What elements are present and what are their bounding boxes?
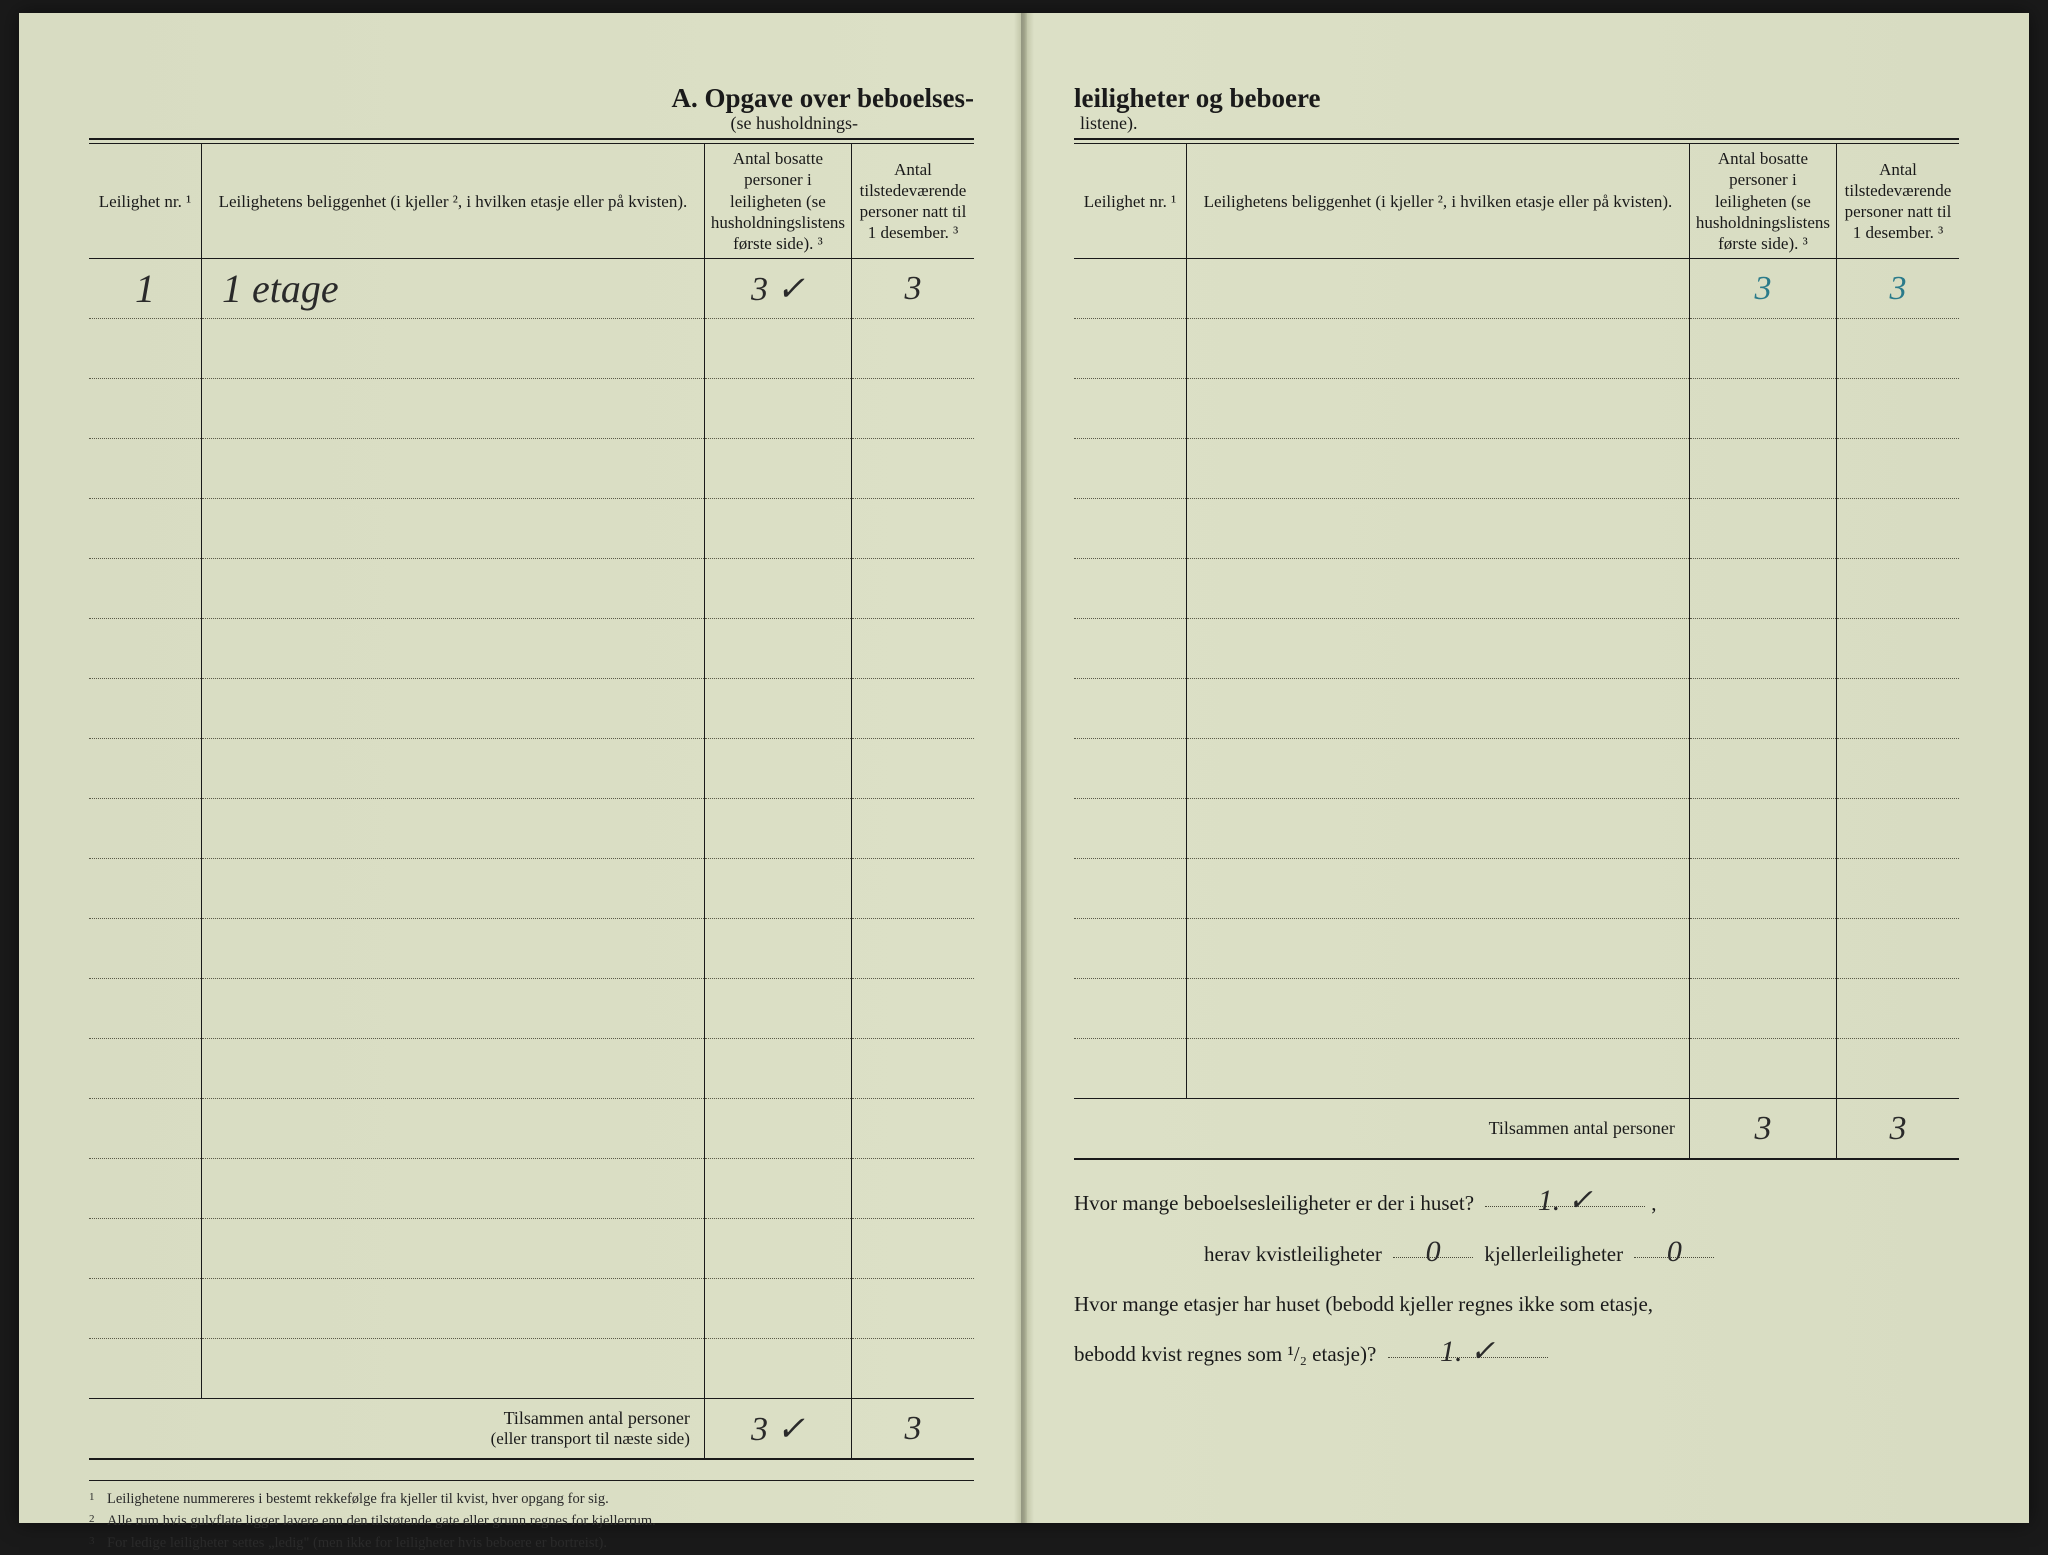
q3-answer: 1. ✓ (1440, 1342, 1495, 1362)
q2b-answer: 0 (1667, 1242, 1682, 1262)
questions-block: Hvor mange beboelsesleiligheter er der i… (1074, 1178, 1959, 1380)
table-row (89, 979, 974, 1039)
table-row (89, 859, 974, 919)
table-row (1074, 679, 1959, 739)
table-row (1074, 559, 1959, 619)
table-row (89, 1219, 974, 1279)
footnote-3: For ledige leiligheter settes „ledig" (m… (107, 1533, 607, 1555)
cell-n1: 3 ✓ (751, 271, 805, 308)
q1-answer: 1. ✓ (1538, 1191, 1593, 1211)
table-row (89, 739, 974, 799)
table-row (1074, 499, 1959, 559)
cell-n1: 3 (1754, 270, 1771, 307)
q1-text: Hvor mange beboelsesleiligheter er der i… (1074, 1191, 1474, 1215)
footnote-2: Alle rum hvis gulvflate ligger lavere en… (107, 1511, 656, 1533)
right-total-n1: 3 (1754, 1110, 1771, 1147)
table-row (89, 439, 974, 499)
col-header-n1: Antal bosatte personer i leiligheten (se… (1689, 144, 1836, 259)
totals-sublabel: (eller transport til næste side) (95, 1429, 690, 1449)
title-left-sub: (se husholdnings- (89, 113, 864, 134)
cell-loc: 1 etage (222, 266, 339, 311)
table-row (89, 1099, 974, 1159)
table-row (1074, 859, 1959, 919)
totals-label: Tilsammen antal personer (1489, 1118, 1675, 1138)
q3-text-a: Hvor mange etasjer har huset (bebodd kje… (1074, 1292, 1653, 1316)
q2a-text: herav kvistleiligheter (1204, 1242, 1382, 1266)
table-row (89, 559, 974, 619)
table-row: 1 1 etage 3 ✓ 3 (89, 259, 974, 319)
table-row (1074, 799, 1959, 859)
left-table: Leilighet nr. ¹ Leilighetens beliggenhet… (89, 144, 974, 1460)
cell-nr: 1 (135, 266, 155, 311)
table-row (1074, 1039, 1959, 1099)
q2a-answer: 0 (1426, 1242, 1441, 1262)
table-row (1074, 919, 1959, 979)
left-page: A. Opgave over beboelses- (se husholdnin… (19, 13, 1024, 1523)
col-header-n2: Antal tilstedeværende personer natt til … (1837, 144, 1960, 259)
document-spread: A. Opgave over beboelses- (se husholdnin… (19, 13, 2029, 1523)
table-row (89, 319, 974, 379)
table-row (89, 619, 974, 679)
table-row (89, 679, 974, 739)
col-header-n2: Antal tilstedeværende personer natt til … (852, 144, 975, 259)
table-row (89, 919, 974, 979)
title-right-sub: listene). (1074, 113, 1959, 134)
footnote-1: Leilighetene nummereres i bestemt rekkef… (107, 1489, 609, 1511)
totals-label: Tilsammen antal personer (504, 1408, 690, 1428)
table-row (89, 1339, 974, 1399)
table-row: 33 (1074, 259, 1959, 319)
table-row (89, 499, 974, 559)
right-totals-row: Tilsammen antal personer 3 3 (1074, 1099, 1959, 1160)
right-page: leiligheter og beboere listene). Leiligh… (1024, 13, 2029, 1523)
table-row (89, 1039, 974, 1099)
right-total-n2: 3 (1890, 1110, 1907, 1147)
left-totals-row: Tilsammen antal personer (eller transpor… (89, 1399, 974, 1460)
page-gutter (1021, 13, 1027, 1523)
table-row (1074, 619, 1959, 679)
table-row (1074, 379, 1959, 439)
table-row (89, 1279, 974, 1339)
cell-n2: 3 (905, 270, 922, 307)
footnotes: 1Leilighetene nummereres i bestemt rekke… (89, 1480, 974, 1554)
q2b-text: kjellerleiligheter (1484, 1242, 1623, 1266)
table-row (89, 799, 974, 859)
col-header-loc: Leilighetens beliggenhet (i kjeller ², i… (202, 144, 705, 259)
table-row (89, 1159, 974, 1219)
cell-n2: 3 (1890, 270, 1907, 307)
table-row (1074, 319, 1959, 379)
title-right-main: leiligheter og beboere (1074, 83, 1320, 114)
col-header-nr: Leilighet nr. ¹ (89, 144, 202, 259)
left-total-n2: 3 (905, 1410, 922, 1447)
table-row (1074, 739, 1959, 799)
table-row (1074, 439, 1959, 499)
table-row (89, 379, 974, 439)
table-row (1074, 979, 1959, 1039)
col-header-n1: Antal bosatte personer i leiligheten (se… (704, 144, 851, 259)
col-header-nr: Leilighet nr. ¹ (1074, 144, 1187, 259)
col-header-loc: Leilighetens beliggenhet (i kjeller ², i… (1187, 144, 1690, 259)
q3-text-b: bebodd kvist regnes som ¹/₂ etasje)? (1074, 1342, 1376, 1366)
title-left-main: A. Opgave over beboelses- (672, 83, 974, 114)
right-table: Leilighet nr. ¹ Leilighetens beliggenhet… (1074, 144, 1959, 1160)
left-total-n1: 3 ✓ (751, 1411, 805, 1448)
